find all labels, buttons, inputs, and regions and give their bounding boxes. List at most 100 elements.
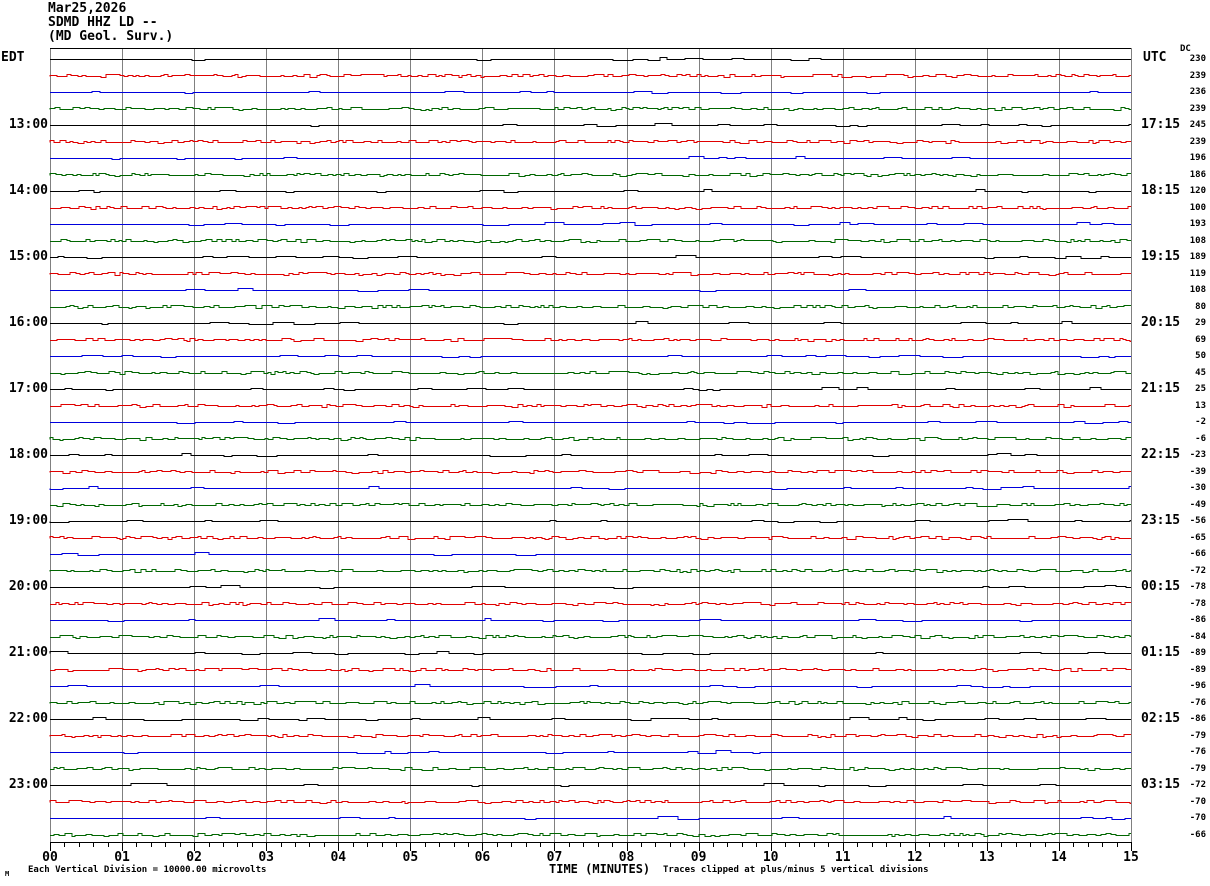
seismic-trace: [49, 734, 1131, 738]
utc-time-label: 17:15: [1141, 117, 1181, 132]
right-timezone-label: UTC: [1143, 50, 1167, 65]
x-axis-title: TIME (MINUTES): [549, 862, 651, 876]
seismic-trace: [49, 272, 1131, 276]
dc-offset-value: -49: [1189, 499, 1206, 510]
dc-offset-value: -66: [1189, 549, 1206, 559]
dc-offset-value: -79: [1189, 763, 1206, 774]
dc-offset-value: -72: [1189, 780, 1206, 790]
seismic-trace: [50, 816, 1131, 820]
dc-column-header: DC: [1180, 44, 1191, 54]
seismic-trace: [50, 453, 1131, 457]
dc-offset-value: -89: [1189, 664, 1206, 675]
dc-offset-value: -39: [1189, 466, 1206, 477]
seismic-trace: [50, 783, 1131, 787]
edt-time-label: 14:00: [8, 183, 48, 198]
x-tick-label: 04: [330, 850, 347, 865]
dc-offset-value: 230: [1189, 54, 1206, 64]
seismic-trace: [50, 288, 1131, 292]
dc-offset-value: -70: [1189, 796, 1206, 807]
seismic-trace: [49, 107, 1131, 111]
utc-time-label: 19:15: [1141, 249, 1181, 264]
dc-offset-value: 45: [1195, 367, 1206, 378]
seismic-trace: [50, 123, 1131, 127]
seismic-trace: [49, 569, 1131, 573]
dc-offset-value: -56: [1189, 516, 1206, 526]
dc-offset-value: 189: [1189, 252, 1206, 262]
dc-offset-value: -86: [1189, 714, 1206, 724]
x-tick-label: 07: [546, 850, 563, 865]
edt-time-label: 19:00: [8, 513, 48, 528]
dc-offset-value: -96: [1189, 681, 1206, 691]
seismic-trace: [50, 404, 1131, 408]
x-tick-label: 11: [834, 850, 851, 865]
seismic-trace: [50, 206, 1131, 210]
x-tick-label: 00: [42, 850, 58, 865]
x-tick-label: 12: [906, 850, 923, 865]
seismic-trace: [49, 651, 1131, 655]
seismic-trace: [50, 355, 1131, 358]
dc-offset-value: -65: [1189, 532, 1206, 543]
seismic-trace: [49, 437, 1131, 441]
edt-time-label: 18:00: [8, 447, 48, 462]
seismic-trace: [50, 338, 1131, 342]
seismic-trace: [50, 57, 1131, 61]
dc-offset-value: -66: [1189, 829, 1206, 840]
dc-offset-value: 13: [1195, 400, 1206, 411]
seismic-trace: [50, 503, 1131, 507]
left-timezone-label: EDT: [1, 50, 25, 65]
dc-offset-value: 239: [1189, 103, 1206, 114]
dc-offset-value: -78: [1189, 598, 1206, 609]
dc-offset-value: -2: [1195, 417, 1206, 427]
seismic-trace: [50, 833, 1131, 837]
utc-time-label: 23:15: [1141, 513, 1181, 528]
utc-time-label: 22:15: [1141, 447, 1181, 462]
seismic-trace: [50, 717, 1131, 721]
edt-time-label: 17:00: [8, 381, 48, 396]
edt-time-label: 21:00: [8, 645, 48, 660]
dc-offset-value: 245: [1189, 120, 1206, 130]
dc-offset-value: 69: [1195, 334, 1206, 345]
x-tick-label: 10: [762, 850, 779, 865]
utc-time-label: 20:15: [1141, 315, 1181, 330]
seismic-trace: [49, 536, 1131, 540]
seismic-trace: [50, 387, 1131, 391]
x-tick-label: 06: [474, 850, 491, 865]
dc-offset-value: 239: [1189, 136, 1206, 147]
dc-offset-value: -72: [1189, 565, 1206, 576]
dc-offset-value: 50: [1195, 351, 1206, 361]
edt-time-label: 13:00: [8, 117, 48, 132]
dc-offset-value: 119: [1189, 268, 1206, 279]
seismic-trace: [50, 222, 1131, 226]
dc-offset-value: -76: [1189, 747, 1206, 757]
corner-watermark: M: [5, 870, 10, 878]
seismic-trace: [49, 486, 1131, 490]
utc-time-label: 01:15: [1141, 645, 1181, 660]
scale-note: Each Vertical Division = 10000.00 microv…: [28, 865, 267, 875]
dc-offset-value: -70: [1189, 813, 1206, 823]
dc-offset-value: 80: [1195, 301, 1206, 312]
seismic-trace: [50, 371, 1131, 375]
dc-offset-value: -23: [1189, 450, 1206, 460]
x-tick-label: 14: [1051, 850, 1067, 865]
title-date: Mar25,2026: [48, 1, 127, 16]
seismic-trace: [49, 470, 1131, 474]
dc-offset-value: -86: [1189, 615, 1206, 625]
x-tick-label: 01: [114, 850, 130, 865]
dc-offset-value: -30: [1189, 483, 1206, 493]
utc-time-label: 18:15: [1141, 183, 1181, 198]
seismic-trace: [49, 800, 1131, 804]
dc-offset-value: -89: [1189, 648, 1206, 658]
utc-time-label: 03:15: [1141, 777, 1181, 792]
seismic-trace: [50, 635, 1131, 639]
seismic-trace: [50, 552, 1131, 556]
edt-time-label: 23:00: [8, 777, 48, 792]
seismic-trace: [50, 684, 1131, 688]
seismic-trace: [49, 519, 1131, 523]
x-tick-label: 08: [618, 850, 635, 865]
seismic-trace: [50, 618, 1131, 622]
seismic-trace: [49, 701, 1131, 705]
edt-time-label: 22:00: [8, 711, 48, 726]
dc-offset-value: 100: [1189, 202, 1206, 213]
seismic-trace: [50, 421, 1131, 424]
seismic-trace: [49, 74, 1131, 78]
